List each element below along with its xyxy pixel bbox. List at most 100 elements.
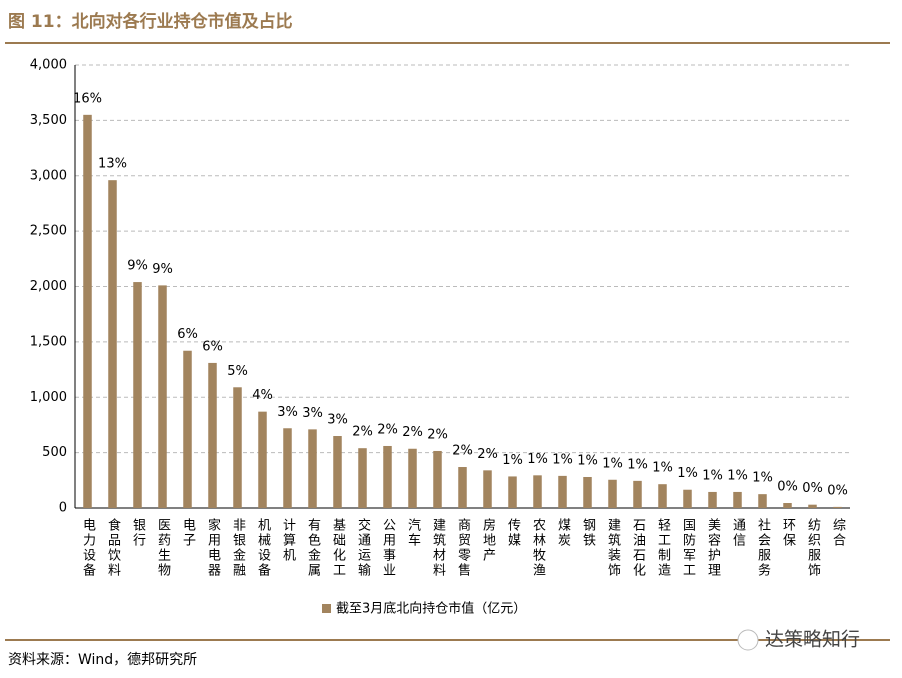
x-tick-label: 计算机: [280, 518, 296, 563]
x-tick-label: 通信: [730, 518, 746, 548]
x-tick-label: 农林牧渔: [530, 518, 546, 578]
legend-swatch: [322, 604, 331, 613]
x-tick-label: 建筑装饰: [605, 518, 621, 578]
data-label: 6%: [202, 339, 223, 354]
x-tick-label: 电力设备: [80, 518, 96, 578]
x-tick-label: 美容护理: [705, 518, 721, 578]
x-tick-label: 商贸零售: [455, 518, 471, 578]
bar: [558, 475, 567, 508]
bar: [133, 282, 142, 508]
data-label: 5%: [227, 364, 248, 379]
x-tick-label: 煤炭: [555, 518, 571, 548]
data-label: 2%: [377, 422, 398, 437]
x-tick-label: 房地产: [480, 517, 496, 563]
bar: [458, 467, 467, 508]
data-label: 1%: [652, 461, 673, 476]
bar: [283, 428, 292, 508]
data-label: 3%: [302, 406, 323, 421]
data-label: 9%: [152, 262, 173, 277]
bar: [108, 180, 117, 508]
bar: [783, 503, 792, 508]
bar: [708, 491, 717, 508]
x-tick-label: 环保: [780, 518, 796, 548]
data-label: 2%: [352, 425, 373, 440]
bar: [433, 450, 442, 508]
bar: [483, 470, 492, 508]
page-title: 图 11：北向对各行业持仓市值及占比: [8, 11, 293, 32]
y-tick-label: 3,000: [30, 168, 67, 183]
bar: [658, 484, 667, 508]
data-label: 2%: [477, 447, 498, 462]
x-tick-label: 国防军工: [680, 518, 696, 578]
data-label: 13%: [98, 157, 127, 172]
data-label: 16%: [73, 91, 102, 106]
y-tick-label: 1,500: [30, 334, 67, 349]
bar: [808, 504, 817, 508]
bar: [358, 448, 367, 508]
data-label: 1%: [527, 452, 548, 467]
bar: [83, 114, 92, 509]
x-tick-label: 建筑材料: [430, 518, 446, 578]
data-label: 1%: [702, 468, 723, 483]
x-tick-label: 社会服务: [755, 517, 771, 578]
x-tick-label: 交通运输: [355, 517, 371, 578]
bar: [608, 479, 617, 508]
data-label: 0%: [827, 483, 848, 498]
bar: [833, 506, 842, 508]
bar: [408, 448, 417, 508]
bar: [733, 491, 742, 508]
data-label: 2%: [427, 427, 448, 442]
bar: [258, 411, 267, 508]
bar: [583, 476, 592, 508]
bar: [383, 445, 392, 508]
x-tick-label: 轻工制造: [655, 518, 671, 578]
y-tick-label: 2,000: [30, 279, 67, 294]
data-label: 4%: [252, 388, 273, 403]
data-label: 1%: [677, 466, 698, 481]
x-tick-label: 有色金属: [305, 518, 321, 578]
data-label: 0%: [802, 481, 823, 496]
data-label: 3%: [327, 413, 348, 428]
data-label: 1%: [502, 453, 523, 468]
x-tick-label: 医药生物: [155, 518, 171, 578]
y-tick-label: 4,000: [30, 58, 67, 73]
data-label: 9%: [127, 259, 148, 274]
bar: [183, 350, 192, 508]
bar: [758, 494, 767, 508]
data-label: 1%: [602, 456, 623, 471]
x-tick-label: 非银金融: [230, 518, 246, 578]
x-tick-label: 石油石化: [630, 518, 646, 578]
data-label: 0%: [777, 480, 798, 495]
bar: [633, 480, 642, 508]
y-tick-label: 2,500: [30, 224, 67, 239]
x-tick-label: 家用电器: [205, 517, 221, 578]
watermark-icon: [737, 629, 759, 651]
x-tick-label: 银行: [130, 518, 146, 548]
x-tick-label: 汽车: [405, 518, 421, 548]
data-label: 6%: [177, 327, 198, 342]
x-tick-label: 综合: [830, 518, 846, 548]
data-label: 3%: [277, 405, 298, 420]
data-label: 2%: [452, 444, 473, 459]
y-tick-label: 0: [59, 501, 67, 516]
x-tick-label: 电子: [180, 518, 196, 548]
data-label: 1%: [552, 452, 573, 467]
x-tick-label: 基础化工: [330, 518, 346, 578]
x-tick-label: 传媒: [505, 518, 521, 548]
x-tick-label: 公用事业: [380, 518, 396, 578]
bar: [533, 475, 542, 508]
y-tick-label: 500: [42, 445, 67, 460]
data-label: 1%: [727, 468, 748, 483]
x-tick-label: 钢铁: [580, 518, 596, 548]
source-note: 资料来源：Wind，德邦研究所: [8, 652, 197, 668]
y-tick-label: 3,500: [30, 113, 67, 128]
bar: [333, 436, 342, 508]
bar: [308, 429, 317, 508]
legend-label: 截至3月底北向持仓市值（亿元）: [336, 601, 526, 617]
bar: [158, 285, 167, 508]
bar: [683, 489, 692, 508]
x-tick-label: 纺织服饰: [805, 518, 821, 578]
data-label: 1%: [627, 457, 648, 472]
x-tick-label: 机械设备: [255, 518, 271, 578]
